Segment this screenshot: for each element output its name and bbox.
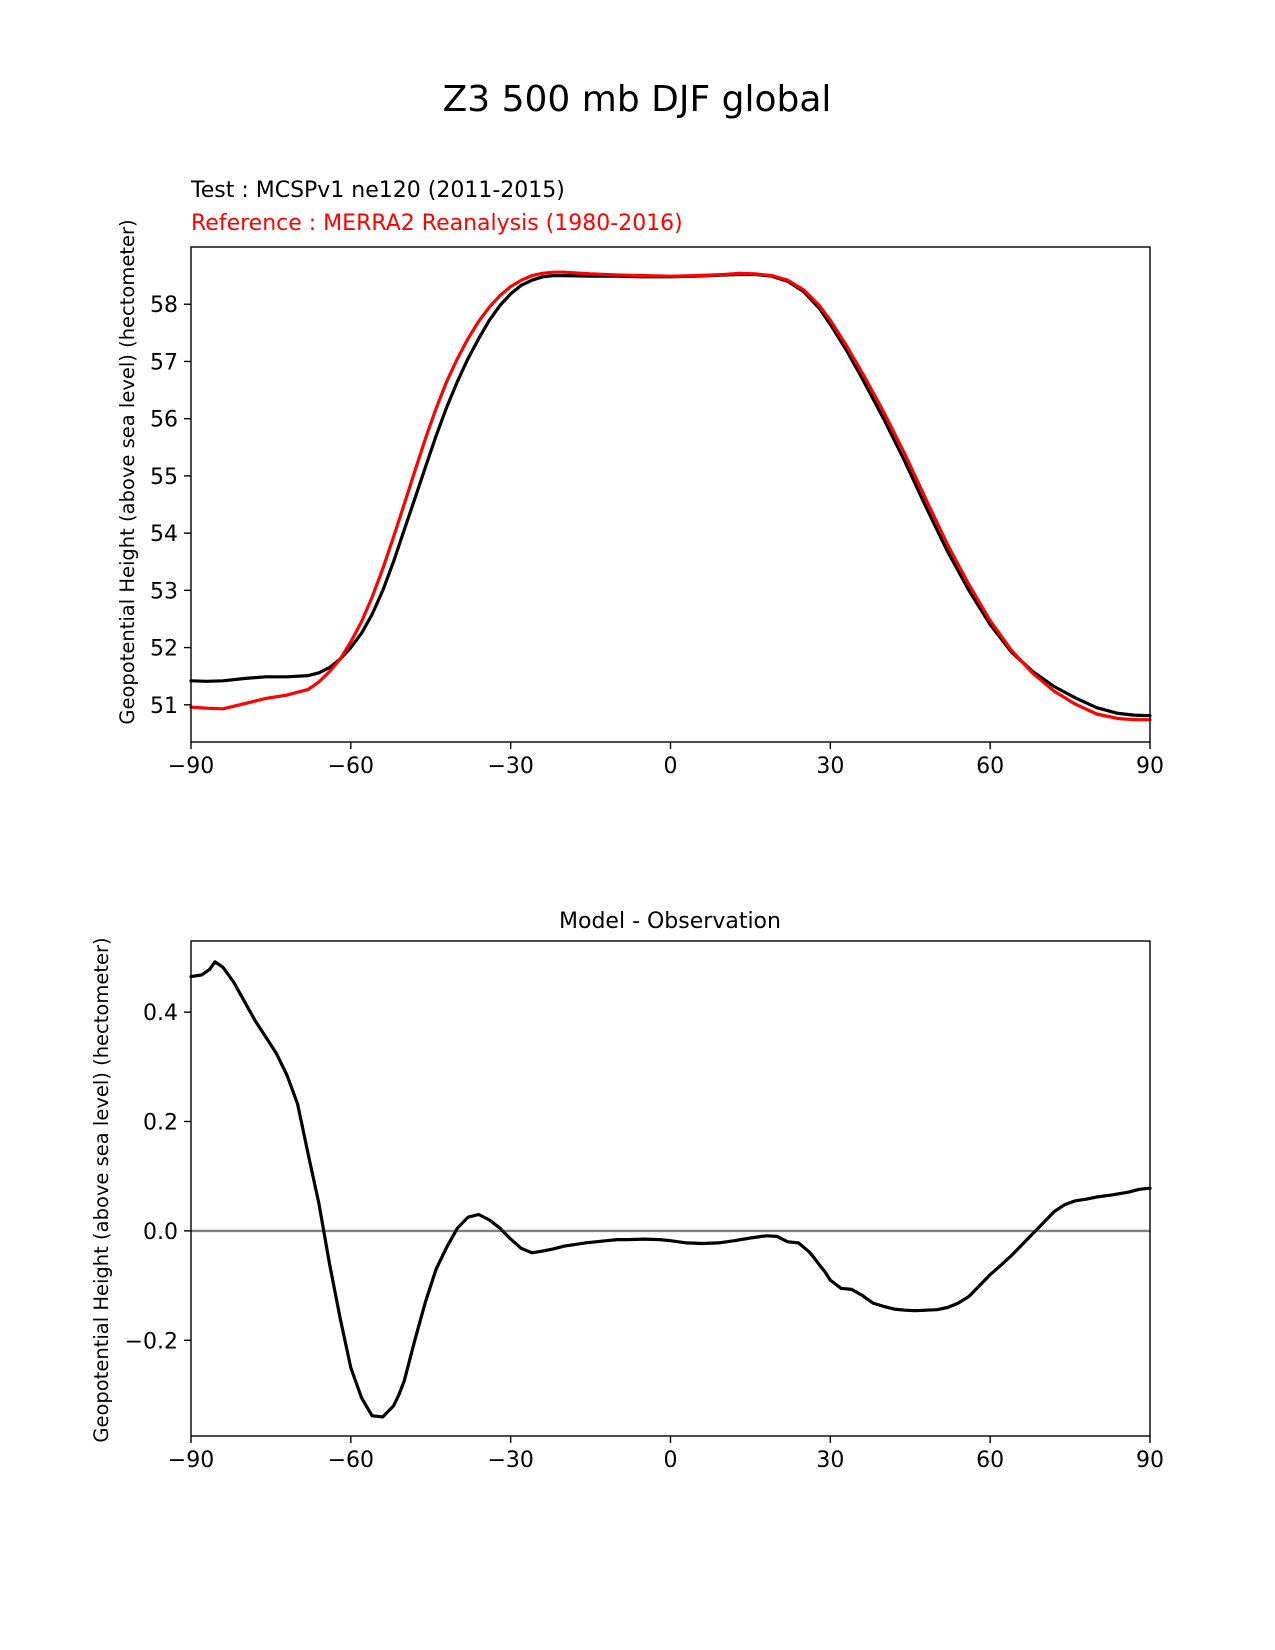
- y-tick-label: 54: [150, 522, 178, 547]
- y-tick-label: 51: [150, 694, 178, 719]
- x-tick-label: −90: [168, 1448, 214, 1473]
- x-tick-label: −30: [487, 754, 533, 779]
- top-y-axis-label: Geopotential Height (above sea level) (h…: [116, 219, 139, 724]
- reference-label: Reference : MERRA2 Reanalysis (1980-2016…: [191, 211, 683, 236]
- y-tick-label: 58: [150, 293, 178, 318]
- y-tick-label: 53: [150, 579, 178, 604]
- difference-line: [189, 960, 1152, 1419]
- y-tick-label: 52: [150, 637, 178, 662]
- figure-title: Z3 500 mb DJF global: [443, 79, 832, 120]
- x-tick-label: 30: [816, 754, 844, 779]
- x-tick-label: 0: [664, 1448, 678, 1473]
- x-tick-label: −60: [328, 1448, 374, 1473]
- difference-panel: Model - Observation Geopotential Height …: [90, 909, 1164, 1473]
- x-tick-label: 60: [976, 1448, 1004, 1473]
- difference-title: Model - Observation: [559, 909, 781, 934]
- bottom-y-axis-label: Geopotential Height (above sea level) (h…: [90, 937, 113, 1442]
- x-tick-label: 90: [1136, 754, 1164, 779]
- x-tick-label: 60: [976, 754, 1004, 779]
- test-label: Test : MCSPv1 ne120 (2011-2015): [190, 178, 565, 203]
- y-tick-label: 0.2: [143, 1110, 178, 1135]
- y-tick-label: 0.0: [143, 1220, 178, 1245]
- reference-line: [189, 270, 1152, 722]
- profile-panel: Test : MCSPv1 ne120 (2011-2015) Referenc…: [116, 178, 1164, 779]
- y-tick-label: 56: [150, 408, 178, 433]
- test-line: [189, 272, 1152, 718]
- top-plot-frame: [190, 246, 1151, 743]
- x-tick-label: 0: [664, 754, 678, 779]
- x-tick-label: 30: [816, 1448, 844, 1473]
- y-tick-label: 55: [150, 465, 178, 490]
- x-tick-label: −60: [328, 754, 374, 779]
- y-tick-label: −0.2: [125, 1329, 178, 1354]
- y-tick-label: 57: [150, 350, 178, 375]
- bottom-plot-frame: [190, 940, 1151, 1437]
- x-tick-label: −30: [487, 1448, 533, 1473]
- y-tick-label: 0.4: [143, 1001, 178, 1026]
- x-tick-label: −90: [168, 754, 214, 779]
- x-tick-label: 90: [1136, 1448, 1164, 1473]
